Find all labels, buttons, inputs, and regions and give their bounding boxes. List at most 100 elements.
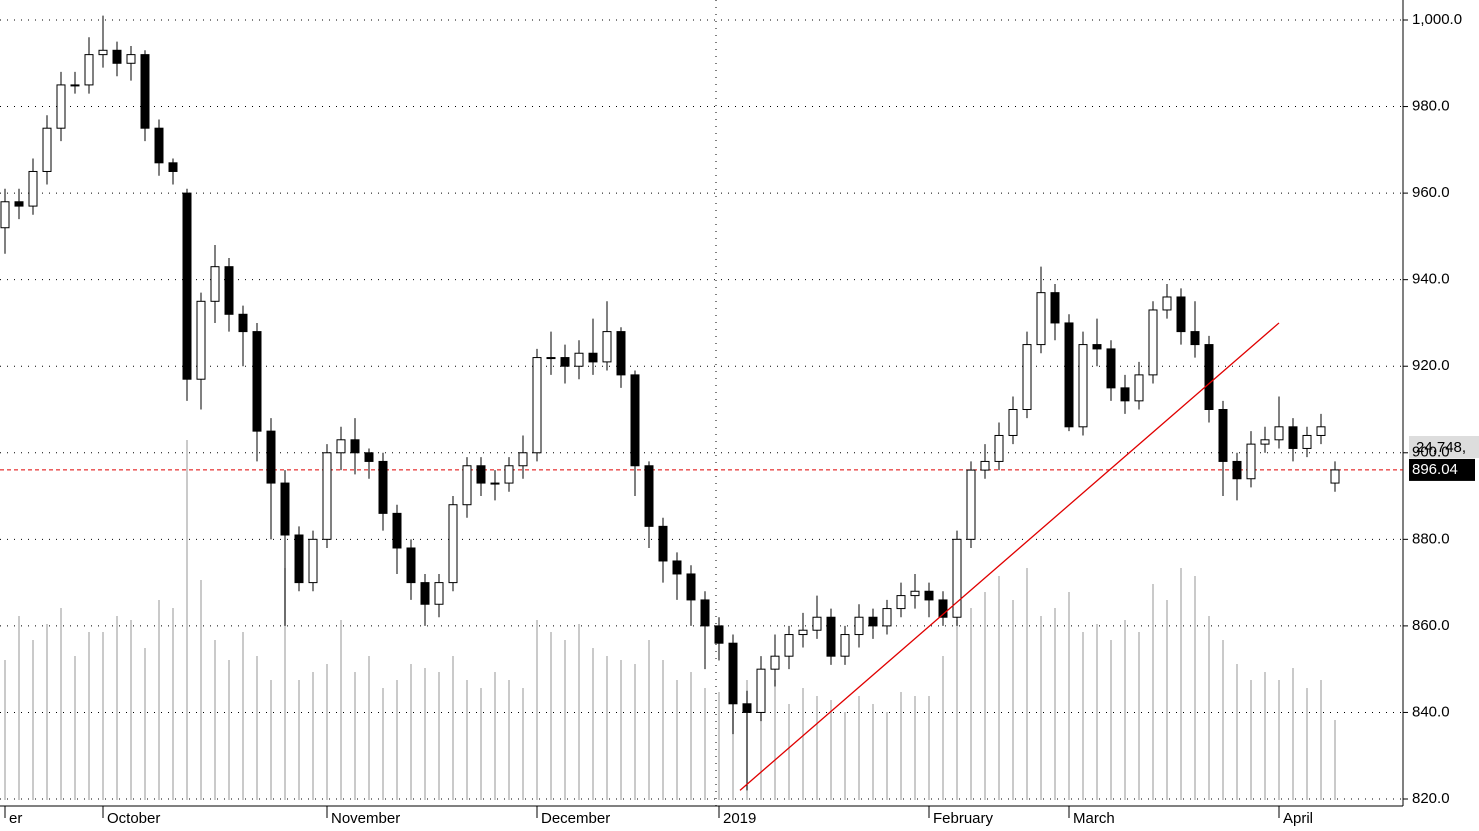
- candle-body: [602, 331, 612, 363]
- candle-body: [434, 582, 444, 605]
- candle-body: [280, 482, 290, 536]
- candle-body: [1232, 460, 1242, 480]
- candle-body: [574, 352, 584, 367]
- candle-body: [1078, 344, 1088, 428]
- candle-body: [1022, 344, 1032, 411]
- candle-body: [1092, 344, 1102, 350]
- candle-body: [882, 608, 892, 627]
- candle-body: [126, 54, 136, 64]
- candle-body: [1050, 292, 1060, 324]
- candle-body: [1204, 344, 1214, 411]
- volume-label-box: [1409, 436, 1479, 458]
- candle-body: [714, 625, 724, 644]
- y-tick-label: 940.0: [1412, 271, 1450, 288]
- trend-line: [739, 322, 1280, 791]
- candle-body: [518, 452, 528, 467]
- candle-body: [798, 629, 808, 636]
- candle-body: [924, 590, 934, 601]
- candle-body: [1246, 443, 1256, 480]
- candle-body: [742, 703, 752, 713]
- candle-body: [322, 452, 332, 540]
- candle-body: [770, 655, 780, 670]
- candle-body: [84, 54, 94, 86]
- last-price-label: 896.04: [1412, 461, 1458, 478]
- candle-body: [308, 538, 318, 584]
- candle-body: [826, 616, 836, 657]
- x-tick-label: November: [331, 810, 400, 827]
- candle-body: [42, 127, 52, 172]
- candle-body: [980, 460, 990, 471]
- candle-body: [238, 313, 248, 333]
- candle-body: [756, 668, 766, 713]
- candle-body: [1148, 309, 1158, 376]
- candle-body: [854, 616, 864, 636]
- candle-body: [966, 469, 976, 540]
- candle-body: [658, 525, 668, 562]
- candle-body: [1288, 426, 1298, 449]
- candle-body: [154, 127, 164, 164]
- candle-body: [1190, 331, 1200, 346]
- candle-body: [1316, 426, 1326, 436]
- candle-body: [182, 192, 192, 380]
- candle-body: [70, 84, 80, 87]
- candle-body: [1162, 296, 1172, 311]
- y-tick-label: 920.0: [1412, 357, 1450, 374]
- candle-body: [392, 512, 402, 549]
- candle-body: [350, 439, 360, 454]
- candle-body: [210, 266, 220, 302]
- candle-body: [686, 573, 696, 601]
- x-tick-label: October: [107, 810, 160, 827]
- candle-body: [462, 465, 472, 506]
- x-tick-label: March: [1073, 810, 1115, 827]
- candle-body: [644, 465, 654, 527]
- candle-body: [98, 49, 108, 56]
- x-tick-label: 2019: [723, 810, 756, 827]
- candle-body: [420, 582, 430, 605]
- candle-body: [1176, 296, 1186, 333]
- candle-body: [28, 170, 38, 207]
- y-tick-label: 840.0: [1412, 703, 1450, 720]
- candle-body: [868, 616, 878, 627]
- candle-body: [224, 266, 234, 315]
- last-price-box: [1409, 458, 1475, 481]
- candle-body: [1218, 409, 1228, 462]
- candle-body: [364, 452, 374, 462]
- x-tick-label: er: [9, 810, 22, 827]
- candle-body: [476, 465, 486, 484]
- candle-body: [196, 300, 206, 380]
- y-tick-label: 1,000.0: [1412, 11, 1462, 28]
- candle-body: [630, 374, 640, 467]
- candle-body: [728, 642, 738, 705]
- candle-body: [672, 560, 682, 575]
- candle-body: [448, 504, 458, 584]
- candle-body: [560, 357, 570, 367]
- candle-body: [1260, 439, 1270, 445]
- candle-body: [994, 434, 1004, 462]
- candle-body: [896, 595, 906, 610]
- candle-body: [266, 430, 276, 484]
- y-tick-label: 980.0: [1412, 98, 1450, 115]
- candle-body: [616, 331, 626, 376]
- candle-body: [1064, 322, 1074, 428]
- candle-body: [1120, 387, 1130, 402]
- x-tick-label: April: [1283, 810, 1313, 827]
- candle-body: [532, 357, 542, 454]
- candle-body: [336, 439, 346, 454]
- candle-body: [1106, 348, 1116, 389]
- candle-body: [490, 482, 500, 485]
- y-tick-label: 960.0: [1412, 184, 1450, 201]
- y-tick-label: 820.0: [1412, 790, 1450, 807]
- candle-body: [112, 49, 122, 64]
- candle-body: [56, 84, 66, 129]
- candle-body: [378, 460, 388, 514]
- candle-body: [168, 162, 178, 172]
- x-tick-label: February: [933, 810, 994, 827]
- candle-body: [840, 634, 850, 657]
- candle-body: [952, 538, 962, 618]
- y-tick-label: 860.0: [1412, 617, 1450, 634]
- candle-body: [938, 599, 948, 618]
- candle-body: [1036, 292, 1046, 346]
- x-tick-label: December: [541, 810, 610, 827]
- candle-body: [1330, 469, 1340, 484]
